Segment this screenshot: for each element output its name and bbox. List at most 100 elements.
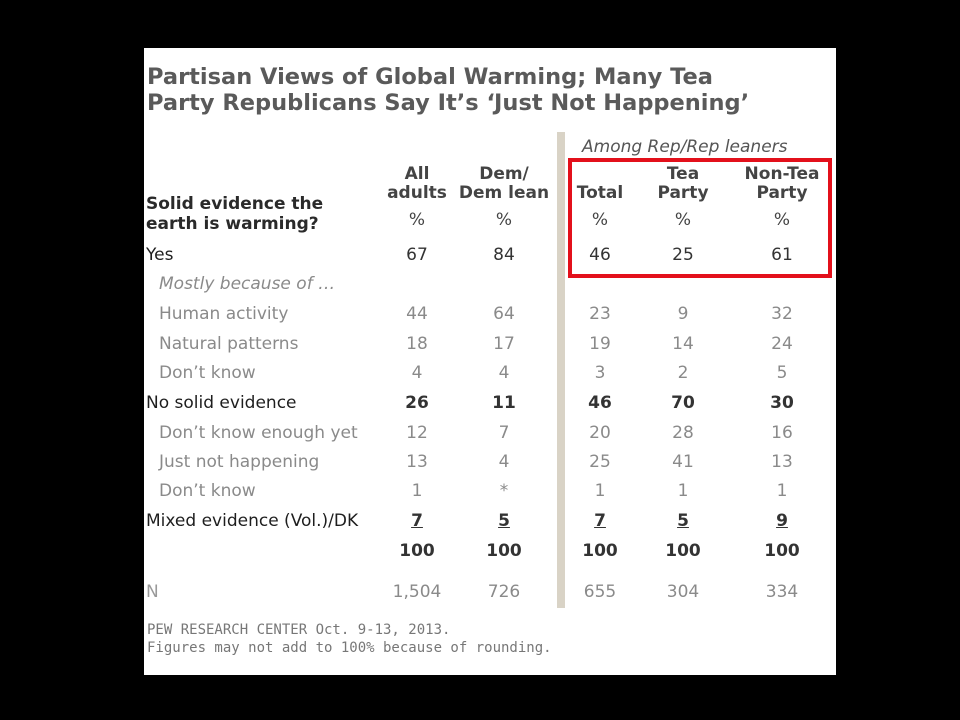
table-cell: 12 [406, 423, 428, 443]
column-header-line-2: adults [387, 183, 447, 203]
column-header-line-2: Party [657, 183, 709, 203]
table-cell: 4 [498, 452, 510, 472]
table-cell: 726 [487, 582, 521, 602]
table-cell: 5 [776, 363, 788, 383]
table-row: N 1,504 726 655 304 334 [144, 582, 836, 608]
table-cell: 13 [406, 452, 428, 472]
chart-title: Partisan Views of Global Warming; Many T… [147, 64, 832, 116]
column-header-line-1: All [404, 164, 430, 184]
table-row: No solid evidence 26 11 46 70 30 [144, 393, 836, 419]
source-line-1: PEW RESEARCH CENTER Oct. 9-13, 2013. [147, 622, 451, 638]
table-cell: 1,504 [392, 582, 442, 602]
column-header-line-2: Party [756, 183, 808, 203]
row-label: Human activity [159, 304, 289, 324]
column-header: Total% [565, 165, 635, 230]
group-header: Among Rep/Rep leaners [582, 137, 788, 157]
question-line-2: earth is warming? [146, 214, 319, 234]
title-line-2: Party Republicans Say It’s ‘Just Not Hap… [147, 90, 750, 116]
column-unit: % [408, 210, 426, 230]
row-label: N [146, 582, 159, 602]
table-cell: 9 [776, 511, 788, 531]
row-label: Mostly because of … [159, 274, 336, 294]
row-label: Yes [146, 245, 174, 265]
source-line-2: Figures may not add to 100% because of r… [147, 640, 552, 656]
table-cell: 30 [770, 393, 794, 413]
row-label: Don’t know enough yet [159, 423, 358, 443]
table-cell: 13 [771, 452, 793, 472]
table-cell: 67 [406, 245, 428, 265]
table-cell: 7 [411, 511, 423, 531]
table-cell: 20 [589, 423, 611, 443]
column-divider [557, 132, 565, 608]
table-row: Mixed evidence (Vol.)/DK 7 5 7 5 9 [144, 511, 836, 537]
row-label: No solid evidence [146, 393, 297, 413]
table-cell: 100 [665, 541, 701, 561]
column-header: All adults% [382, 165, 452, 230]
table-cell: 46 [589, 245, 611, 265]
table-cell: 24 [771, 334, 793, 354]
table-cell: 100 [486, 541, 522, 561]
column-header-line-1: Dem/ [479, 164, 529, 184]
table-cell: 28 [672, 423, 694, 443]
row-label: Natural patterns [159, 334, 299, 354]
table-cell: 100 [582, 541, 618, 561]
table-row: Human activity 44 64 23 9 32 [144, 304, 836, 330]
table-row: Don’t know 4 4 3 2 5 [144, 363, 836, 389]
table-cell: 18 [406, 334, 428, 354]
row-label: Don’t know [159, 363, 256, 383]
table-cell: 100 [764, 541, 800, 561]
table-cell: 16 [771, 423, 793, 443]
table-cell: 11 [492, 393, 516, 413]
column-unit: % [674, 210, 692, 230]
table-cell: 9 [677, 304, 689, 324]
table-cell: 5 [498, 511, 510, 531]
table-cell: 70 [671, 393, 695, 413]
title-line-1: Partisan Views of Global Warming; Many T… [147, 64, 713, 90]
table-cell: * [499, 481, 509, 501]
table-cell: 304 [666, 582, 700, 602]
table-cell: 7 [594, 511, 606, 531]
chart-card: Partisan Views of Global Warming; Many T… [144, 48, 836, 675]
table-cell: 4 [498, 363, 510, 383]
row-label: Just not happening [159, 452, 320, 472]
table-cell: 46 [588, 393, 612, 413]
column-header-line-1: Non-Tea [744, 164, 820, 184]
column-header-line-1: Tea [666, 164, 700, 184]
row-label: Mixed evidence (Vol.)/DK [146, 511, 359, 531]
column-header-line-2: Total [576, 183, 624, 203]
table-cell: 2 [677, 363, 689, 383]
row-label: Don’t know [159, 481, 256, 501]
column-header-line-2: Dem lean [458, 183, 550, 203]
table-cell: 3 [594, 363, 606, 383]
table-cell: 100 [399, 541, 435, 561]
column-unit: % [495, 210, 513, 230]
table-cell: 1 [776, 481, 788, 501]
table-cell: 23 [589, 304, 611, 324]
column-unit: % [773, 210, 791, 230]
table-row: Natural patterns 18 17 19 14 24 [144, 334, 836, 360]
table-cell: 44 [406, 304, 428, 324]
question-label: Solid evidence the earth is warming? [146, 194, 323, 234]
table-cell: 25 [589, 452, 611, 472]
table-cell: 19 [589, 334, 611, 354]
highlight-box [568, 158, 832, 278]
table-cell: 1 [594, 481, 606, 501]
table-cell: 334 [765, 582, 799, 602]
table-row: Don’t know enough yet 12 7 20 28 16 [144, 423, 836, 449]
table-cell: 5 [677, 511, 689, 531]
table-cell: 84 [493, 245, 515, 265]
table-cell: 25 [672, 245, 694, 265]
table-cell: 61 [771, 245, 793, 265]
table-row: Don’t know 1 * 1 1 1 [144, 481, 836, 507]
table-cell: 1 [411, 481, 423, 501]
column-unit: % [591, 210, 609, 230]
table-cell: 64 [493, 304, 515, 324]
table-row: Just not happening 13 4 25 41 13 [144, 452, 836, 478]
table-cell: 7 [498, 423, 510, 443]
table-row: 100 100 100 100 100 [144, 541, 836, 567]
column-header: Non-Tea Party% [737, 165, 827, 230]
table-row: Mostly because of … [144, 274, 836, 300]
table-cell: 41 [672, 452, 694, 472]
column-header: Dem/Dem lean% [449, 165, 559, 230]
table-cell: 32 [771, 304, 793, 324]
